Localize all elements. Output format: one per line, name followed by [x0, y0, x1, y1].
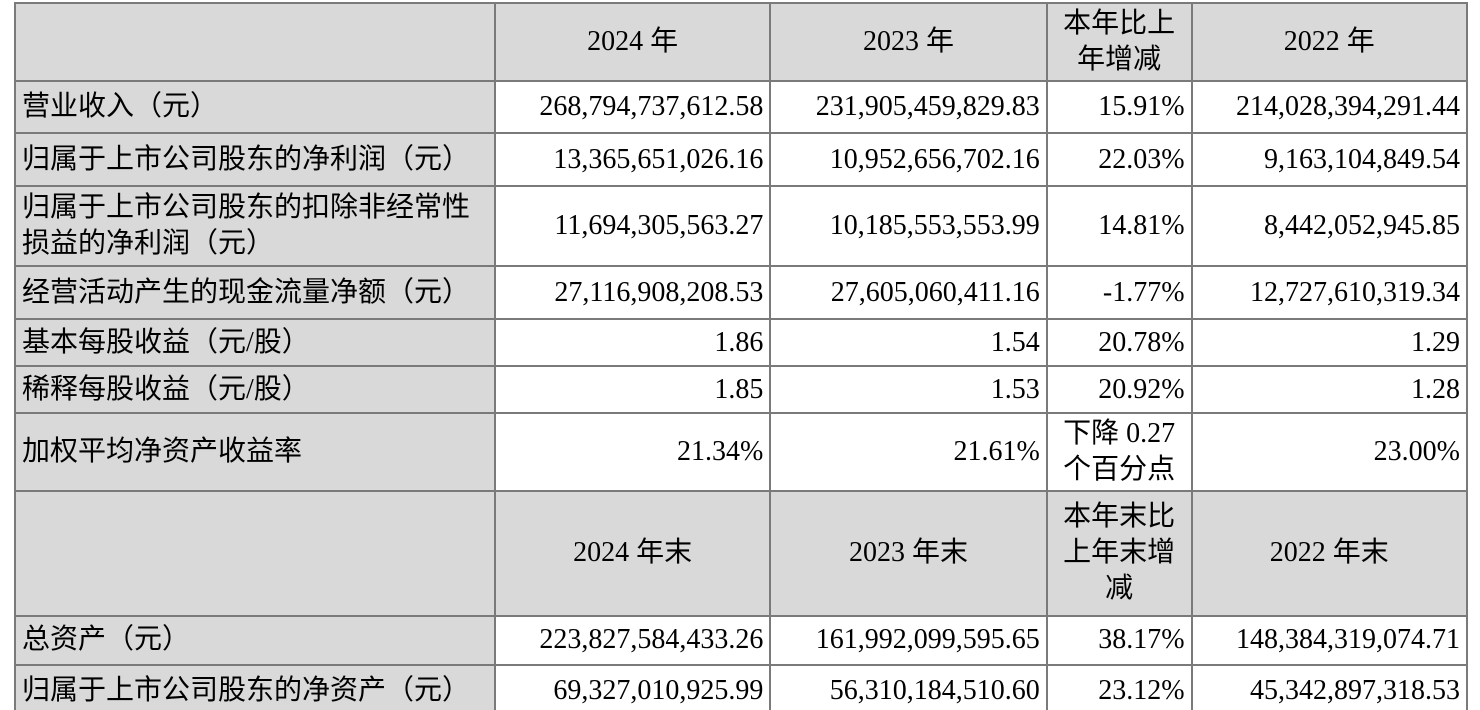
- row-label: 归属于上市公司股东的净利润（元）: [14, 132, 496, 187]
- value-2022: 12,727,610,319.34: [1190, 265, 1469, 320]
- header-eoy-2022: 2022 年末: [1190, 489, 1469, 617]
- header-year-2022: 2022 年: [1190, 2, 1469, 82]
- value-2024: 11,694,305,563.27: [493, 185, 772, 267]
- value-2024: 1.85: [493, 365, 772, 414]
- value-2023: 231,905,459,829.83: [769, 80, 1048, 134]
- table-row-total-assets: 总资产（元） 223,827,584,433.26 161,992,099,59…: [14, 614, 1469, 666]
- header-eoy-2024: 2024 年末: [493, 489, 772, 617]
- value-yoy-change: 20.78%: [1045, 318, 1193, 367]
- value-2023: 161,992,099,595.65: [769, 614, 1048, 666]
- header-eoy-2023: 2023 年末: [769, 489, 1048, 617]
- value-yoy-change: 22.03%: [1045, 132, 1193, 187]
- value-2022: 1.28: [1190, 365, 1469, 414]
- value-2024: 13,365,651,026.16: [493, 132, 772, 187]
- value-yoy-change: 20.92%: [1045, 365, 1193, 414]
- row-label: 稀释每股收益（元/股）: [14, 365, 496, 414]
- row-label: 营业收入（元）: [14, 80, 496, 134]
- header-year-2023: 2023 年: [769, 2, 1048, 82]
- value-yoy-change: -1.77%: [1045, 265, 1193, 320]
- table-row-basic-eps: 基本每股收益（元/股） 1.86 1.54 20.78% 1.29: [14, 318, 1469, 367]
- value-2024: 27,116,908,208.53: [493, 265, 772, 320]
- value-2023: 56,310,184,510.60: [769, 663, 1048, 710]
- value-2023: 27,605,060,411.16: [769, 265, 1048, 320]
- value-2022: 1.29: [1190, 318, 1469, 367]
- header-blank-cell: [14, 2, 496, 82]
- header-blank-cell: [14, 489, 496, 617]
- row-label: 基本每股收益（元/股）: [14, 318, 496, 367]
- value-yoy-change: 23.12%: [1045, 663, 1193, 710]
- value-yoy-change: 下降 0.27 个百分点: [1045, 412, 1193, 492]
- value-2023: 10,952,656,702.16: [769, 132, 1048, 187]
- value-2022: 148,384,319,074.71: [1190, 614, 1469, 666]
- row-label: 经营活动产生的现金流量净额（元）: [14, 265, 496, 320]
- table-row-net-profit-excl-nonrecurring: 归属于上市公司股东的扣除非经常性 损益的净利润（元） 11,694,305,56…: [14, 185, 1469, 267]
- period-header-row: 2024 年 2023 年 本年比上 年增减 2022 年: [14, 2, 1469, 82]
- row-label: 加权平均净资产收益率: [14, 412, 496, 492]
- value-2024: 268,794,737,612.58: [493, 80, 772, 134]
- value-2023: 21.61%: [769, 412, 1048, 492]
- table-row-weighted-avg-roe: 加权平均净资产收益率 21.34% 21.61% 下降 0.27 个百分点 23…: [14, 412, 1469, 492]
- value-2022: 8,442,052,945.85: [1190, 185, 1469, 267]
- table-row-revenue: 营业收入（元） 268,794,737,612.58 231,905,459,8…: [14, 80, 1469, 134]
- table-row-operating-cash-flow: 经营活动产生的现金流量净额（元） 27,116,908,208.53 27,60…: [14, 265, 1469, 320]
- header-year-2024: 2024 年: [493, 2, 772, 82]
- table-row-net-assets: 归属于上市公司股东的净资产（元） 69,327,010,925.99 56,31…: [14, 663, 1469, 710]
- value-2022: 9,163,104,849.54: [1190, 132, 1469, 187]
- table-row-net-profit: 归属于上市公司股东的净利润（元） 13,365,651,026.16 10,95…: [14, 132, 1469, 187]
- value-2022: 214,028,394,291.44: [1190, 80, 1469, 134]
- value-yoy-change: 15.91%: [1045, 80, 1193, 134]
- value-yoy-change: 38.17%: [1045, 614, 1193, 666]
- value-2024: 223,827,584,433.26: [493, 614, 772, 666]
- value-2024: 1.86: [493, 318, 772, 367]
- row-label: 归属于上市公司股东的扣除非经常性 损益的净利润（元）: [14, 185, 496, 267]
- eop-header-row: 2024 年末 2023 年末 本年末比 上年末增 减 2022 年末: [14, 489, 1469, 617]
- value-2022: 45,342,897,318.53: [1190, 663, 1469, 710]
- table-row-diluted-eps: 稀释每股收益（元/股） 1.85 1.53 20.92% 1.28: [14, 365, 1469, 414]
- value-2023: 10,185,553,553.99: [769, 185, 1048, 267]
- value-2024: 69,327,010,925.99: [493, 663, 772, 710]
- row-label: 归属于上市公司股东的净资产（元）: [14, 663, 496, 710]
- value-2022: 23.00%: [1190, 412, 1469, 492]
- header-yoy-change: 本年比上 年增减: [1045, 2, 1193, 82]
- value-yoy-change: 14.81%: [1045, 185, 1193, 267]
- header-eoy-change: 本年末比 上年末增 减: [1045, 489, 1193, 617]
- value-2023: 1.53: [769, 365, 1048, 414]
- value-2023: 1.54: [769, 318, 1048, 367]
- value-2024: 21.34%: [493, 412, 772, 492]
- row-label: 总资产（元）: [14, 614, 496, 666]
- financial-summary-table: 2024 年 2023 年 本年比上 年增减 2022 年 营业收入（元） 26…: [14, 2, 1469, 710]
